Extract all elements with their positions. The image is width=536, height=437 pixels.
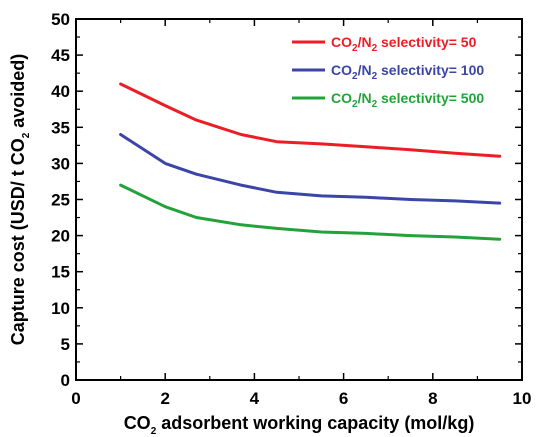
- y-tick-label: 35: [51, 118, 70, 137]
- y-tick-label: 25: [51, 191, 70, 210]
- y-tick-label: 15: [51, 263, 70, 282]
- legend-entry-1: CO2/N2 selectivity= 50: [331, 34, 477, 54]
- series-lines: [119, 82, 502, 241]
- x-tick-label: 0: [71, 389, 80, 408]
- y-tick-label: 30: [51, 154, 70, 173]
- y-tick-label: 0: [61, 371, 70, 390]
- x-tick-label: 10: [513, 389, 532, 408]
- y-tick-label: 20: [51, 227, 70, 246]
- y-axis-title: Capture cost (USD/ t CO2 avoided): [8, 54, 32, 346]
- x-axis-title: CO2 adsorbent working capacity (mol/kg): [124, 413, 475, 437]
- x-tick-label: 8: [428, 389, 437, 408]
- series-line-1: [119, 82, 502, 158]
- x-tick-label: 6: [339, 389, 348, 408]
- x-tick-label: 2: [160, 389, 169, 408]
- legend-entry-3: CO2/N2 selectivity= 500: [331, 90, 484, 110]
- y-tick-label: 50: [51, 10, 70, 29]
- legend: CO2/N2 selectivity= 50 CO2/N2 selectivity…: [292, 34, 484, 110]
- y-tick-label: 5: [61, 335, 70, 354]
- series-line-2: [119, 133, 502, 205]
- legend-entry-2: CO2/N2 selectivity= 100: [331, 62, 484, 82]
- y-tick-label: 45: [51, 46, 70, 65]
- y-tick-label: 40: [51, 82, 70, 101]
- x-tick-label: 4: [250, 389, 260, 408]
- axes: 0 2 4 6 8 10 0 5 10 15 20 25 30 35 40 45 50: [51, 10, 531, 408]
- series-line-3: [119, 183, 502, 241]
- y-tick-label: 10: [51, 299, 70, 318]
